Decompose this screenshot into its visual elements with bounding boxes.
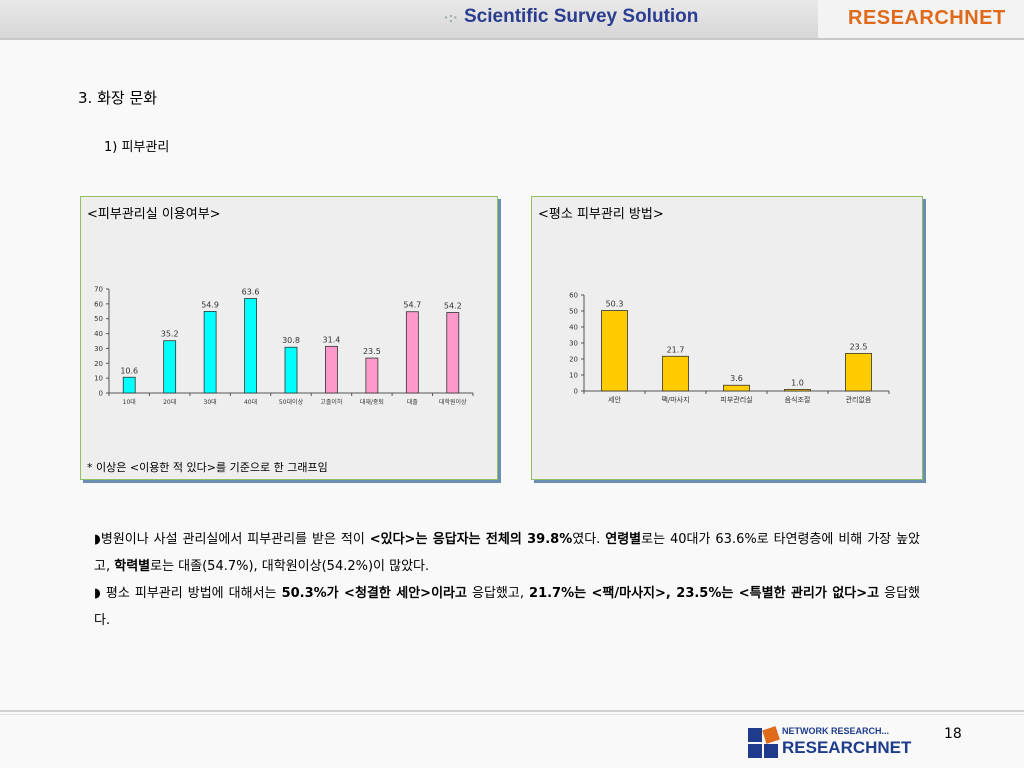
bar xyxy=(244,298,257,394)
logo-square-icon xyxy=(762,726,780,744)
data-label: 23.5 xyxy=(850,342,868,351)
bar xyxy=(284,346,298,394)
page-number: 18 xyxy=(944,726,962,742)
footer-divider xyxy=(0,710,1024,712)
bar xyxy=(405,311,419,394)
y-tick-label: 60 xyxy=(569,292,578,300)
y-tick-label: 20 xyxy=(569,356,578,364)
x-tick-label: 20대 xyxy=(163,398,176,406)
bar xyxy=(845,352,872,392)
logo-square-icon xyxy=(748,744,762,758)
bar xyxy=(601,310,628,392)
header-brand: RESEARCHNET xyxy=(848,7,1006,29)
bar xyxy=(122,376,136,394)
data-label: 10.6 xyxy=(120,366,138,375)
chart1-note: * 이상은 <이용한 적 있다>를 기준으로 한 그래프임 xyxy=(87,461,328,474)
x-tick-label: 대재/중퇴 xyxy=(360,398,384,406)
y-tick-label: 40 xyxy=(569,324,578,332)
y-tick-label: 30 xyxy=(569,340,578,348)
chart-skincare-method: 0 10 20 30 40 50 60 50.3 세안 21.7 팩/마사지 3.6 피부관리실 1.0 음… xyxy=(569,292,890,404)
x-tick-label: 피부관리실 xyxy=(720,395,752,404)
bar xyxy=(446,312,460,394)
logo-square-icon xyxy=(748,728,762,742)
bar xyxy=(325,345,338,394)
bullet-icon: ◗ xyxy=(94,586,101,601)
data-label: 30.8 xyxy=(282,336,300,345)
data-label: 54.2 xyxy=(444,301,462,310)
x-tick-label: 50대이상 xyxy=(279,398,304,406)
p1-text-1: 병원이나 사설 관리실에서 피부관리를 받은 적이 xyxy=(100,532,370,547)
p2-bold-2: 21.7%는 <팩/마사지>, 23.5%는 <특별한 관리가 없다>고 xyxy=(529,586,880,601)
y-tick-label: 0 xyxy=(574,388,578,396)
body-text: ◗병원이나 사설 관리실에서 피부관리를 받은 적이 <있다>는 응답자는 전체… xyxy=(94,526,920,634)
x-tick-label: 관리없음 xyxy=(846,395,872,404)
y-tick-label: 30 xyxy=(94,345,103,353)
data-label: 1.0 xyxy=(791,378,804,387)
p2-text-1: 평소 피부관리 방법에 대해서는 xyxy=(100,586,282,601)
y-tick-label: 10 xyxy=(569,372,578,380)
chart-skincare-usage: 0 10 20 30 40 50 60 70 10.6 10대 35.2 20대 54.9 30대 63.6… xyxy=(94,286,474,406)
y-tick-label: 10 xyxy=(94,375,103,383)
x-tick-label: 세안 xyxy=(608,395,621,404)
bar xyxy=(163,340,177,394)
chart1-title: <피부관리실 이용여부> xyxy=(87,207,221,222)
subsection-title: 1) 피부관리 xyxy=(104,140,170,155)
data-label: 35.2 xyxy=(161,330,179,339)
tagline-text: Scientific Survey Solution xyxy=(464,6,699,27)
bar xyxy=(365,357,379,394)
data-label: 23.5 xyxy=(363,347,381,356)
bar xyxy=(203,311,217,394)
x-tick-label: 대학원이상 xyxy=(439,398,467,406)
logo-name: RESEARCHNET xyxy=(782,738,912,757)
y-tick-label: 70 xyxy=(94,286,103,294)
y-tick-label: 50 xyxy=(94,315,103,323)
x-tick-label: 음식조절 xyxy=(785,395,811,404)
brand-box xyxy=(818,0,1024,38)
data-label: 31.4 xyxy=(323,335,341,344)
dots-icon: ·:· xyxy=(444,9,458,25)
logo-square-icon xyxy=(764,744,778,758)
bullet-icon: ◗ xyxy=(94,532,101,547)
y-tick-label: 60 xyxy=(94,300,103,308)
footer-divider-2 xyxy=(0,714,1024,715)
x-tick-label: 40대 xyxy=(244,398,257,406)
data-label: 63.6 xyxy=(242,288,260,297)
bar xyxy=(662,355,689,392)
p1-bold-1: <있다>는 응답자는 전체의 39.8% xyxy=(369,532,573,547)
paragraph-2: ◗ 평소 피부관리 방법에 대해서는 50.3%가 <청결한 세안>이라고 응답… xyxy=(94,580,920,634)
bar xyxy=(784,388,811,392)
x-tick-label: 30대 xyxy=(204,398,217,406)
p1-text-2: 였다. xyxy=(572,532,606,547)
p1-bold-2: 연령별 xyxy=(605,532,642,547)
data-label: 21.7 xyxy=(667,345,685,354)
section-title: 3. 화장 문화 xyxy=(78,89,158,107)
x-tick-label: 고졸이하 xyxy=(320,398,343,406)
x-tick-label: 대졸 xyxy=(407,398,419,406)
y-tick-label: 0 xyxy=(99,390,103,398)
x-tick-label: 10대 xyxy=(123,398,136,406)
header-bar: ·:· Scientific Survey Solution RESEARCHNE… xyxy=(0,0,1024,40)
chart-panel-skincare-usage: 0 10 20 30 40 50 60 70 10.6 10대 35.2 20대 54.9 30대 63.6… xyxy=(80,196,498,480)
y-tick-label: 20 xyxy=(94,360,103,368)
data-label: 3.6 xyxy=(730,374,743,383)
footer-logo: NETWORK RESEARCH... RESEARCHNET xyxy=(746,720,946,764)
data-label: 54.7 xyxy=(403,301,421,310)
logo-tagline: NETWORK RESEARCH... xyxy=(782,726,890,736)
p2-text-3: 응답했다. xyxy=(94,586,921,628)
data-label: 50.3 xyxy=(606,300,624,309)
p1-text-4: 로는 대졸(54.7%), 대학원이상(54.2%)이 많았다. xyxy=(150,559,430,574)
p1-bold-3: 학력별 xyxy=(114,559,151,574)
bar xyxy=(723,384,750,392)
chart-panel-skincare-method: 0 10 20 30 40 50 60 50.3 세안 21.7 팩/마사지 3.6 피부관리실 1.0 음… xyxy=(531,196,923,480)
x-tick-label: 팩/마사지 xyxy=(661,395,689,404)
paragraph-1: ◗병원이나 사설 관리실에서 피부관리를 받은 적이 <있다>는 응답자는 전체… xyxy=(94,526,920,580)
p1-text-3: 로는 40대가 63.6%로 타연령층에 비해 가장 높았고, xyxy=(94,532,920,574)
y-tick-label: 40 xyxy=(94,330,103,338)
data-label: 54.9 xyxy=(201,300,219,309)
y-tick-label: 50 xyxy=(569,308,578,316)
chart2-title: <평소 피부관리 방법> xyxy=(538,207,664,222)
p2-bold-1: 50.3%가 <청결한 세안>이라고 xyxy=(281,586,467,601)
header-tagline: ·:· Scientific Survey Solution xyxy=(444,6,698,28)
p2-text-2: 응답했고, xyxy=(466,586,530,601)
